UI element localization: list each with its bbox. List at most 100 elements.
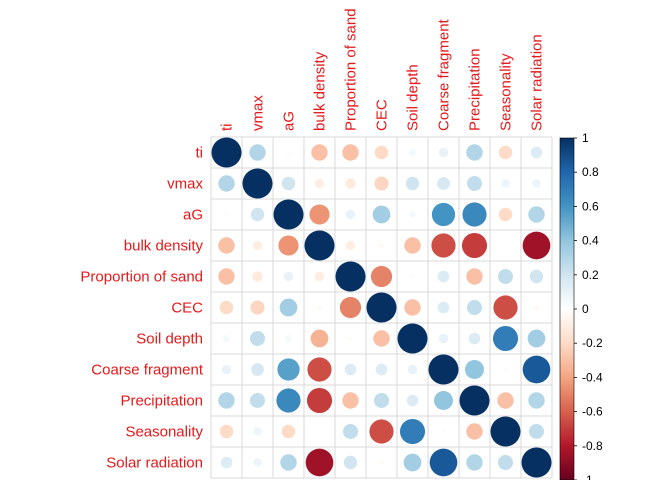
corr-circle-10-10 [521, 447, 552, 478]
corr-circle-8-10 [528, 392, 545, 409]
corr-circle-8-8 [459, 385, 490, 416]
corr-circle-4-2 [283, 271, 294, 282]
row-label: Soil depth [136, 331, 203, 348]
corr-circle-5-0 [219, 300, 234, 315]
corr-circle-8-7 [434, 391, 453, 410]
corr-circle-10-3 [305, 448, 334, 477]
corr-circle-8-0 [218, 392, 235, 409]
corr-circle-1-6 [405, 176, 420, 191]
colorbar-tick-label: 0.4 [582, 234, 599, 248]
corr-circle-7-2 [277, 358, 300, 381]
corr-circle-3-0 [218, 237, 235, 254]
corr-circle-4-8 [466, 268, 483, 285]
corr-circle-5-8 [467, 300, 482, 315]
corr-circle-9-4 [343, 424, 358, 439]
column-label: CEC [374, 99, 391, 131]
corr-circle-3-10 [522, 231, 551, 260]
corr-circle-5-5 [366, 292, 397, 323]
corr-circle-9-0 [219, 424, 234, 439]
corr-circle-9-7 [441, 429, 446, 434]
corr-circle-7-8 [465, 360, 484, 379]
corr-circle-2-0 [224, 212, 229, 217]
corr-circle-1-5 [374, 176, 389, 191]
corr-circle-0-1 [249, 144, 266, 161]
corr-circle-3-1 [252, 240, 263, 251]
corr-circle-0-8 [466, 144, 483, 161]
corr-circle-7-5 [375, 363, 388, 376]
colorbar-tick-label: -1 [582, 473, 593, 480]
colorbar-tick-label: -0.4 [582, 370, 603, 384]
corr-circle-0-2 [286, 150, 291, 155]
corr-circle-4-0 [218, 268, 235, 285]
corr-circle-5-2 [279, 298, 298, 317]
row-label: Proportion of sand [80, 269, 203, 286]
corr-circle-0-4 [342, 144, 359, 161]
corr-circle-3-3 [304, 230, 335, 261]
corr-circle-6-4 [348, 336, 353, 341]
corr-circle-7-10 [522, 355, 551, 384]
corr-circle-1-3 [314, 178, 325, 189]
corr-circle-10-0 [220, 456, 233, 469]
corr-circle-9-9 [490, 416, 521, 447]
corr-circle-8-4 [342, 392, 359, 409]
corr-circle-10-9 [498, 455, 513, 470]
corr-circle-5-6 [404, 299, 421, 316]
corr-circle-10-1 [253, 458, 262, 467]
corr-circle-6-9 [492, 325, 519, 352]
corr-circle-10-5 [378, 459, 385, 466]
corr-circle-1-2 [281, 176, 296, 191]
row-labels: ti vmax aG bulk density Proportion of sand CE… [80, 145, 203, 472]
colorbar-tick-label: -0.8 [582, 439, 603, 453]
corr-circle-1-4 [345, 178, 356, 189]
colorbar-tick-label: 0.6 [582, 199, 599, 213]
corr-circle-6-0 [223, 335, 230, 342]
row-label: bulk density [124, 238, 204, 255]
corr-circle-5-3 [316, 304, 323, 311]
corr-circle-8-9 [497, 392, 514, 409]
corr-circle-7-0 [221, 364, 232, 375]
corr-circle-8-3 [306, 387, 333, 414]
corr-circle-4-9 [498, 269, 513, 284]
grid [210, 136, 553, 479]
corr-circle-3-4 [345, 240, 356, 251]
row-label: Precipitation [120, 393, 203, 410]
corr-circle-3-6 [404, 237, 421, 254]
row-label: aG [183, 207, 203, 224]
corr-circle-4-6 [410, 274, 415, 279]
corr-circle-9-10 [529, 424, 544, 439]
corr-circle-2-3 [309, 204, 330, 225]
corr-circle-6-2 [285, 335, 292, 342]
corr-circle-1-10 [532, 179, 541, 188]
corr-circle-9-8 [466, 423, 483, 440]
column-label: Proportion of sand [343, 8, 360, 131]
corr-circle-2-6 [409, 211, 416, 218]
colorbar-tick-label: 1 [582, 131, 589, 145]
corr-circle-2-1 [250, 207, 265, 222]
row-label: Solar radiation [106, 455, 203, 472]
corr-circle-0-0 [211, 137, 242, 168]
colorbar-tick-label: 0.8 [582, 165, 599, 179]
corr-circle-5-4 [339, 296, 362, 319]
corr-circle-6-5 [373, 330, 390, 347]
corr-circle-2-4 [345, 209, 356, 220]
row-label: Coarse fragment [91, 362, 204, 379]
corr-circle-7-6 [407, 364, 418, 375]
color-legend: 1 0.8 0.6 0.4 0.2 0 -0.2 -0.4 -0.6 -0.8 -1 [559, 131, 603, 480]
corr-circle-5-9 [493, 295, 518, 320]
corr-circle-5-10 [533, 304, 540, 311]
corr-circle-3-5 [378, 242, 385, 249]
corr-circle-4-4 [335, 261, 366, 292]
corr-circle-4-5 [370, 265, 393, 288]
corr-circle-2-5 [372, 205, 391, 224]
colorbar-tick-label: 0 [582, 302, 589, 316]
corr-circle-9-5 [369, 419, 394, 444]
row-label: vmax [167, 176, 203, 193]
column-label: bulk density [312, 51, 329, 131]
column-label: Soil depth [405, 64, 422, 131]
corr-circle-10-6 [403, 453, 422, 472]
colorbar-tick-label: -0.2 [582, 336, 603, 350]
column-label: Seasonality [498, 53, 515, 131]
corr-circle-0-6 [409, 149, 416, 156]
corr-circle-7-9 [503, 367, 508, 372]
